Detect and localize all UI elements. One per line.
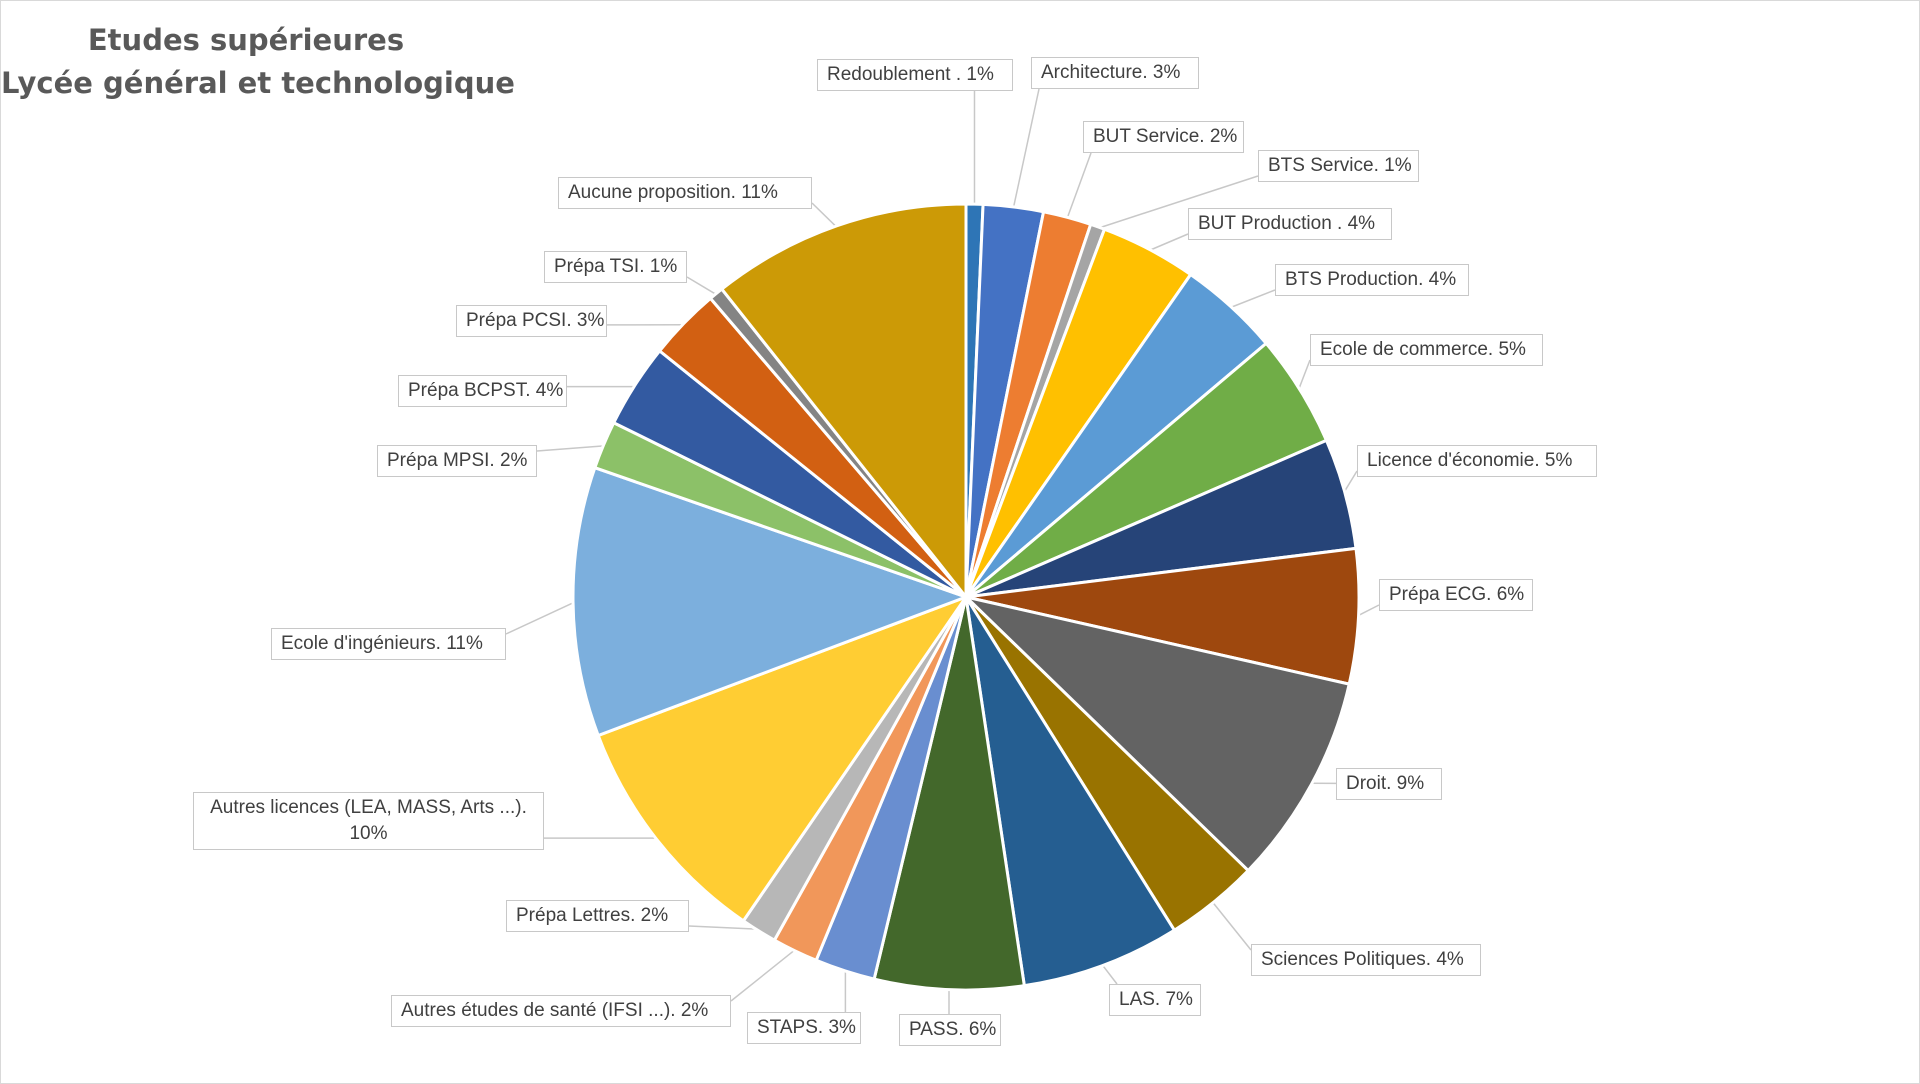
data-label: Prépa MPSI. 2% <box>377 445 537 477</box>
pie-slice <box>964 595 1176 988</box>
data-label: Ecole d'ingénieurs. 11% <box>271 628 506 660</box>
data-label: Architecture. 3% <box>1031 57 1199 89</box>
data-label: PASS. 6% <box>899 1014 1001 1046</box>
chart-title-line-1: Etudes supérieures <box>87 23 405 57</box>
leader-line <box>1297 359 1311 391</box>
pie-slice <box>720 202 968 599</box>
pie-slice <box>964 546 1361 686</box>
data-label: Prépa ECG. 6% <box>1379 579 1533 611</box>
data-label: Prépa Lettres. 2% <box>506 900 689 932</box>
leader-line <box>505 601 576 635</box>
pie-slices <box>571 202 1361 992</box>
data-label: BTS Production. 4% <box>1275 264 1469 296</box>
leader-line <box>1211 900 1252 951</box>
leader-line <box>686 276 718 296</box>
leader-line <box>1096 175 1259 230</box>
data-label: Ecole de commerce. 5% <box>1310 334 1543 366</box>
leader-line <box>1229 289 1276 309</box>
data-label: Droit. 9% <box>1336 768 1442 800</box>
leader-line <box>730 948 797 1002</box>
leader-line <box>536 444 606 452</box>
leader-line <box>1356 604 1380 618</box>
leader-line <box>1100 963 1118 985</box>
data-label: Aucune proposition. 11% <box>558 177 812 209</box>
pie-slice <box>571 466 968 737</box>
data-label: Autres licences (LEA, MASS, Arts ...). 1… <box>193 792 544 850</box>
data-label: Licence d'économie. 5% <box>1357 445 1597 477</box>
data-label: STAPS. 3% <box>747 1012 861 1044</box>
pie-slice <box>596 595 968 923</box>
leader-line <box>1066 152 1092 220</box>
data-label: BUT Production . 4% <box>1188 208 1392 240</box>
chart-title-line-2: Lycée général et technologique <box>1 66 515 100</box>
data-label: BUT Service. 2% <box>1083 121 1244 153</box>
leader-line <box>688 925 760 930</box>
data-label: LAS. 7% <box>1109 984 1201 1016</box>
chart-title: Etudes supérieures Lycée général et tech… <box>1 19 515 105</box>
data-label: Autres études de santé (IFSI ...). 2% <box>391 995 731 1027</box>
data-label: Prépa BCPST. 4% <box>398 375 567 407</box>
leader-line <box>811 202 838 229</box>
leader-line <box>1147 233 1189 252</box>
pie-slice <box>964 595 1351 873</box>
pie-slice <box>872 595 1026 992</box>
data-label: Prépa TSI. 1% <box>544 251 687 283</box>
leader-line <box>1012 88 1040 210</box>
data-label: BTS Service. 1% <box>1258 150 1419 182</box>
data-label: Prépa PCSI. 3% <box>456 305 607 337</box>
data-label: Redoublement . 1% <box>817 59 1013 91</box>
data-label: Sciences Politiques. 4% <box>1251 944 1481 976</box>
